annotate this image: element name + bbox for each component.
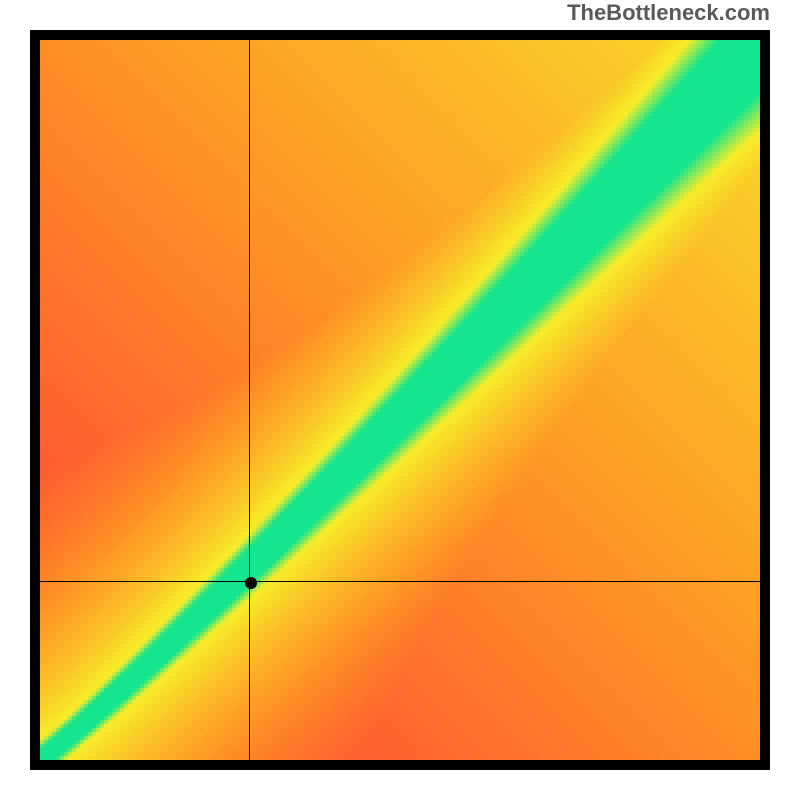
watermark: TheBottleneck.com bbox=[567, 0, 770, 26]
heatmap-canvas bbox=[40, 40, 760, 760]
data-point bbox=[245, 577, 257, 589]
crosshair-vertical bbox=[249, 30, 250, 770]
crosshair-horizontal bbox=[30, 581, 770, 582]
chart-frame bbox=[30, 30, 770, 770]
